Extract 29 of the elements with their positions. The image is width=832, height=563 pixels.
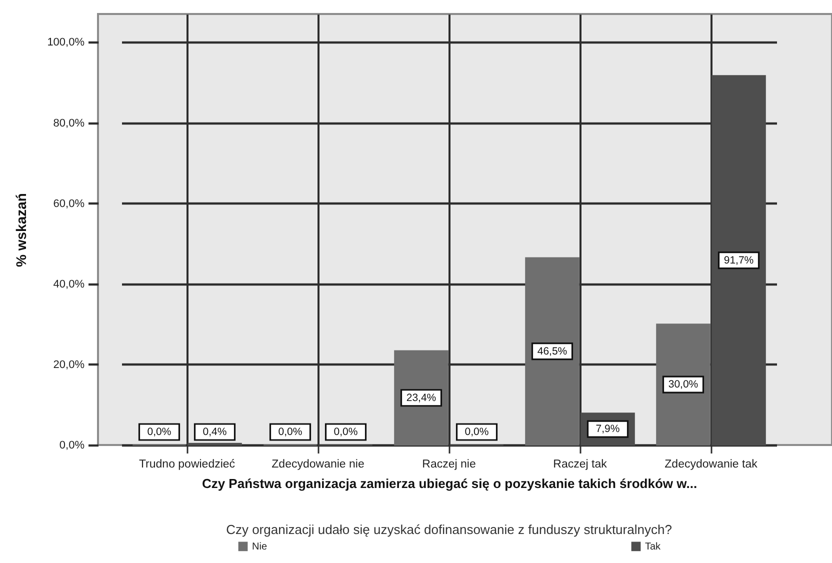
y-tick-label: 20,0% (53, 358, 85, 371)
data-label: 30,0% (668, 378, 698, 391)
y-axis-title: % wskazań (13, 193, 30, 267)
y-tick-label: 80,0% (53, 117, 85, 130)
x-tick-label: Raczej nie (422, 458, 476, 470)
legend-title: Czy organizacji udało się uzyskać dofinansowanie z funduszy strukturalnych? (226, 522, 672, 537)
x-tick-label: Trudno powiedzieć (138, 458, 236, 470)
data-label: 0,4% (202, 426, 227, 438)
data-label: 46,5% (537, 345, 568, 358)
data-label: 0,0% (147, 426, 172, 438)
legend-label: Nie (252, 541, 268, 552)
y-tick-label: 40,0% (53, 278, 85, 290)
x-tick-label: Raczej tak (553, 458, 608, 470)
y-tick-label: 60,0% (53, 198, 85, 210)
data-label: 0,0% (334, 426, 358, 438)
x-tick-label: Zdecydowanie nie (272, 458, 364, 470)
y-tick-label: 100,0% (47, 36, 85, 49)
legend-label: Tak (645, 541, 662, 552)
bar (656, 324, 710, 446)
data-label: 7,9% (596, 423, 620, 436)
x-axis-title: Czy Państwa organizacja zamierza ubiegać się o pozyskanie takich środków w... (202, 476, 698, 491)
x-tick-label: Zdecydowanie tak (664, 458, 758, 470)
bar (525, 257, 580, 446)
data-label: 0,0% (464, 426, 489, 438)
data-label: 23,4% (406, 392, 436, 404)
data-label: 0,0% (278, 426, 302, 438)
bar (712, 75, 766, 446)
data-label: 91,7% (724, 254, 754, 266)
y-tick-label: 0,0% (59, 440, 85, 452)
